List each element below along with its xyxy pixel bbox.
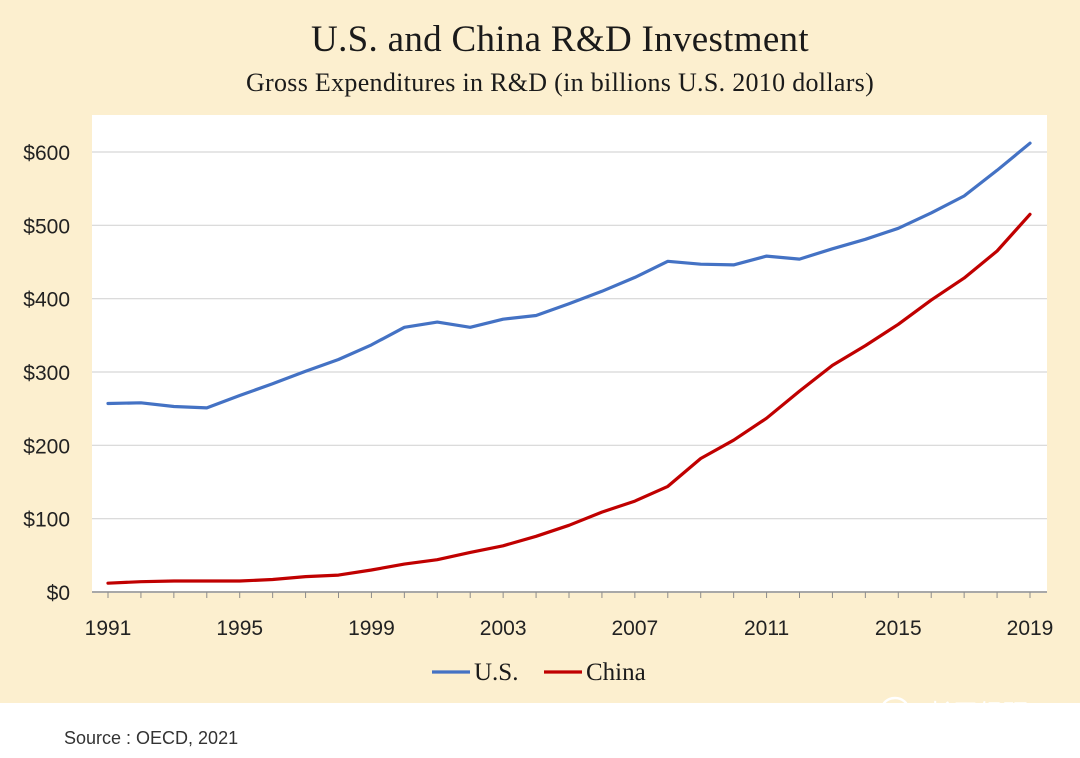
y-tick-label: $0 [47,582,70,605]
wechat-icon [880,696,919,727]
y-axis-ticks: $0 $100 $200 $300 $400 $500 $600 [23,142,70,605]
x-tick-label: 2003 [480,617,527,640]
x-tick-label: 2015 [875,617,922,640]
line-chart: $0 $100 $200 $300 $400 $500 $600 1991 1995 1999 2… [23,115,1054,686]
y-tick-label: $300 [23,362,70,385]
y-tick-label: $200 [23,435,70,458]
x-tick-label: 1999 [348,617,395,640]
legend: U.S. China [432,659,646,686]
y-tick-label: $600 [23,142,70,165]
series-lines [106,141,1032,585]
x-tick-label: 1995 [216,617,263,640]
y-tick-label: $100 [23,509,70,532]
x-tick-label: 2019 [1007,617,1054,640]
legend-label: U.S. [474,659,518,686]
grid-lines [92,151,1047,593]
chart-subtitle: Gross Expenditures in R&D (in billions U… [245,68,875,97]
series-line-china [106,212,1032,585]
x-tick-label: 1991 [85,617,132,640]
chart-title: U.S. and China R&D Investment [311,19,809,60]
watermark-text: 长平经研 [928,699,1029,728]
x-tick-label: 2007 [611,617,658,640]
y-tick-label: $400 [23,289,70,312]
watermark: 长平经研 [880,694,1028,730]
x-tick-label: 2011 [744,617,789,640]
legend-label: China [586,659,646,686]
x-axis-ticks: 1991 1995 1999 2003 2007 2011 2015 2019 [85,592,1054,640]
source-note: Source : OECD, 2021 [64,728,239,748]
plot-area [92,115,1047,593]
series-line-us [106,141,1032,410]
y-tick-label: $500 [23,215,70,238]
